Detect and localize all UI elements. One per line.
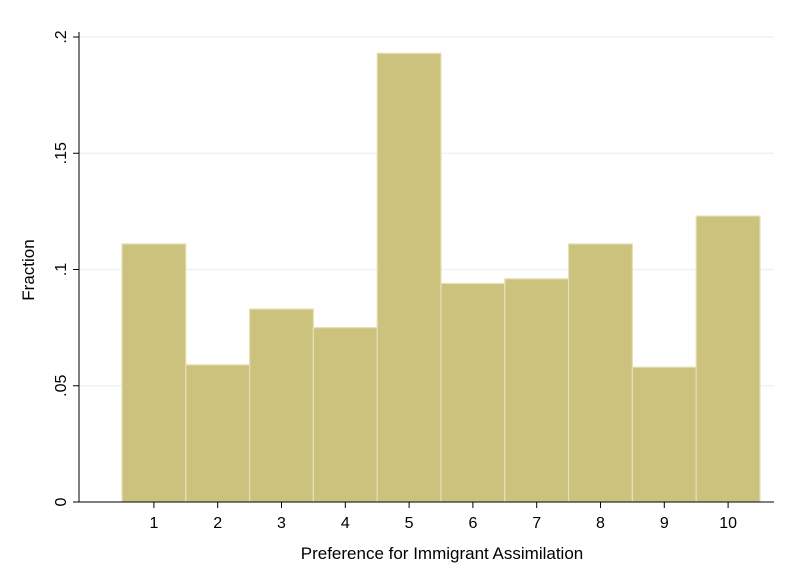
y-tick-label: .2 [53, 30, 70, 43]
x-tick-label: 7 [532, 515, 541, 532]
x-tick-label: 6 [468, 515, 477, 532]
bars [121, 52, 761, 503]
y-tick-label: .05 [53, 375, 70, 397]
bar-2 [185, 364, 251, 503]
bar-8 [567, 243, 633, 503]
x-tick-label: 3 [277, 515, 286, 532]
x-tick-label: 1 [149, 515, 158, 532]
x-tick-label: 4 [341, 515, 350, 532]
x-tick-label: 8 [596, 515, 605, 532]
bar-3 [249, 308, 315, 503]
bar-9 [631, 366, 697, 503]
bar-10 [695, 215, 761, 503]
bar-4 [312, 327, 378, 503]
y-ticks: 0 .05 .1 .15 .2 [53, 30, 79, 506]
x-tick-label: 10 [719, 515, 737, 532]
y-tick-label: 0 [53, 497, 70, 506]
y-tick-label: .15 [53, 142, 70, 164]
x-tick-label: 9 [660, 515, 669, 532]
x-axis-label: Preference for Immigrant Assimilation [301, 544, 584, 563]
x-tick-label: 2 [213, 515, 222, 532]
bar-5 [376, 52, 442, 503]
y-tick-label: .1 [53, 263, 70, 276]
axes [78, 32, 774, 503]
bar-1 [121, 243, 187, 503]
y-axis-label: Fraction [19, 239, 38, 300]
bar-7 [504, 278, 570, 503]
x-ticks: 1 2 3 4 5 6 7 8 9 10 [149, 502, 737, 532]
x-tick-label: 5 [405, 515, 414, 532]
bar-6 [440, 282, 506, 503]
